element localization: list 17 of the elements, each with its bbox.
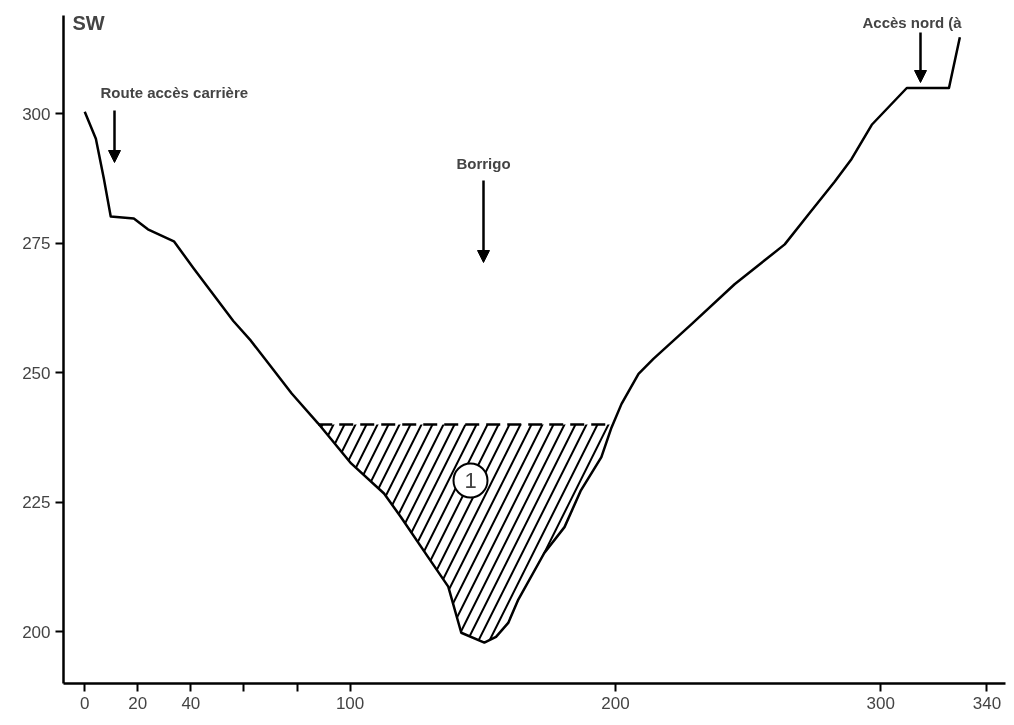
y-tick-label: 225 (22, 493, 51, 513)
annotation: Accès nord (à (862, 14, 963, 31)
chart-title: SW (72, 11, 105, 34)
annotation: Borrigo (456, 155, 511, 172)
y-tick-label: 200 (22, 622, 51, 642)
annotation: 1 (464, 468, 477, 493)
x-tick-label: 20 (128, 693, 148, 713)
x-tick-label: 300 (866, 693, 895, 713)
x-tick-label: 200 (601, 693, 630, 713)
x-tick-label: 340 (972, 693, 1002, 713)
x-tick-label: 100 (335, 693, 365, 713)
y-tick-label: 300 (22, 104, 51, 124)
y-tick-label: 250 (22, 363, 51, 383)
y-tick-label: 275 (22, 234, 51, 254)
x-tick-label: 40 (181, 693, 201, 713)
annotation: Route accès carrière (100, 84, 249, 101)
x-tick-label: 0 (80, 693, 90, 713)
